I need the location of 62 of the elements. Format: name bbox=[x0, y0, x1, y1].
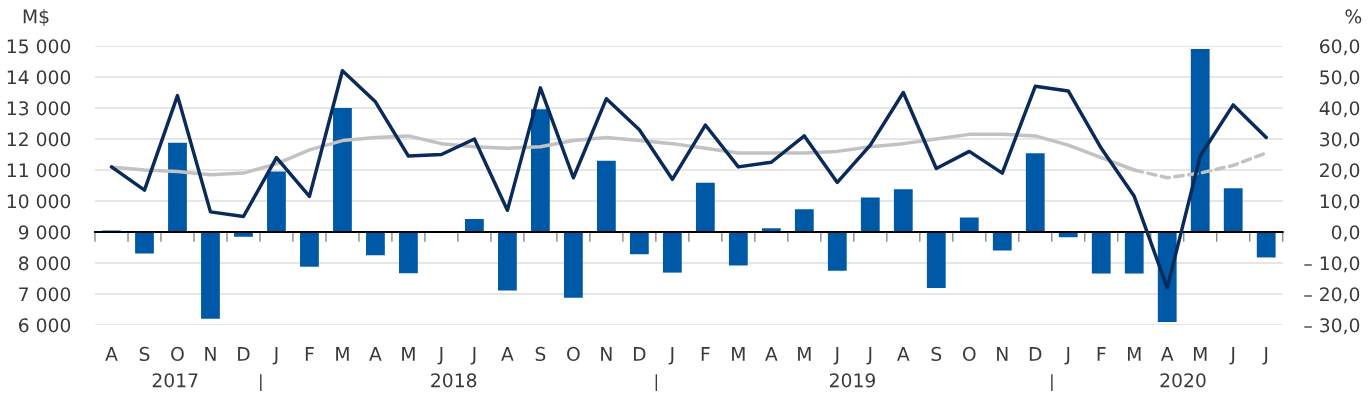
y-tick-label: 7 000 bbox=[19, 287, 71, 302]
x-tick-label: O bbox=[171, 346, 184, 362]
x-tick-label: D bbox=[633, 347, 646, 361]
x2-tick-label: 2017 bbox=[152, 373, 198, 388]
y2-tick-label: – 30,0 bbox=[1304, 318, 1360, 335]
x-tick-label: O bbox=[962, 346, 976, 362]
y2-tick-label: 50,0 bbox=[1320, 70, 1360, 87]
y2-tick-label: – 20,0 bbox=[1304, 287, 1360, 304]
x-tick-label: M bbox=[732, 347, 745, 361]
x-tick-label: J bbox=[470, 347, 476, 365]
y-tick-label: 12 000 bbox=[7, 132, 71, 147]
x-tick-label: J bbox=[437, 347, 443, 365]
x-tick-label: A bbox=[369, 347, 382, 361]
x-tick-label: A bbox=[897, 347, 910, 361]
y-tick-label: 14 000 bbox=[7, 70, 71, 85]
x-tick-label: F bbox=[1097, 347, 1106, 361]
x-tick-label: M bbox=[798, 347, 811, 361]
x-tick-label: A bbox=[501, 347, 514, 361]
x2-tick-label: 2019 bbox=[830, 373, 876, 388]
y-tick-label: 6 000 bbox=[19, 318, 71, 333]
y2-tick-label: 60,0 bbox=[1320, 39, 1360, 56]
x-tick-label: F bbox=[305, 347, 314, 361]
x-tick-label: N bbox=[997, 347, 1008, 361]
x-tick-label: J bbox=[272, 347, 278, 365]
y2-tick-label: 20,0 bbox=[1320, 163, 1360, 180]
x2-tick-label: 2018 bbox=[431, 373, 477, 388]
x-tick-label: F bbox=[701, 347, 710, 361]
x-tick-label: A bbox=[105, 347, 118, 361]
y-tick-label: 8 000 bbox=[18, 256, 71, 271]
x-tick-label: S bbox=[931, 346, 942, 362]
x-tick-label: N bbox=[205, 347, 216, 361]
x-tick-label: S bbox=[139, 346, 150, 362]
x-tick-label: A bbox=[765, 347, 778, 361]
y-tick-label: 15 000 bbox=[7, 39, 71, 54]
x-tick-label: J bbox=[1262, 347, 1268, 365]
x-tick-label: D bbox=[238, 347, 250, 361]
y-tick-label: 10 000 bbox=[7, 194, 71, 209]
x-tick-label: M bbox=[1127, 347, 1141, 361]
x-tick-label: D bbox=[1029, 347, 1042, 361]
x-tick-label: J bbox=[833, 347, 839, 365]
y-tick-label: 11 000 bbox=[7, 163, 71, 178]
x-tick-label: M bbox=[1193, 347, 1207, 361]
x-tick-label: M bbox=[336, 347, 349, 361]
y2-tick-label: 40,0 bbox=[1319, 101, 1360, 118]
x-tick-label: O bbox=[567, 346, 580, 362]
x-tick-label: N bbox=[601, 347, 612, 361]
x-tick-label: S bbox=[535, 346, 546, 362]
y2-tick-label: 0,0 bbox=[1331, 225, 1360, 242]
x-tick-label: A bbox=[1160, 347, 1174, 361]
y-axis-title: M$ bbox=[23, 9, 49, 27]
x-tick-label: J bbox=[866, 347, 872, 365]
x-tick-label: J bbox=[668, 347, 674, 365]
x-tick-label: J bbox=[1229, 347, 1235, 365]
y2-tick-label: 30,0 bbox=[1320, 132, 1360, 149]
y-tick-label: 9 000 bbox=[18, 225, 71, 240]
y2-tick-label: 10,0 bbox=[1320, 194, 1360, 211]
x2-tick-label: 2020 bbox=[1160, 373, 1206, 388]
y2-tick-label: – 10,0 bbox=[1304, 256, 1360, 273]
x-tick-label: M bbox=[402, 347, 415, 361]
x-tick-label: J bbox=[1064, 347, 1070, 365]
y-tick-label: 13 000 bbox=[7, 101, 71, 116]
y2-axis-title: % bbox=[1345, 9, 1362, 24]
